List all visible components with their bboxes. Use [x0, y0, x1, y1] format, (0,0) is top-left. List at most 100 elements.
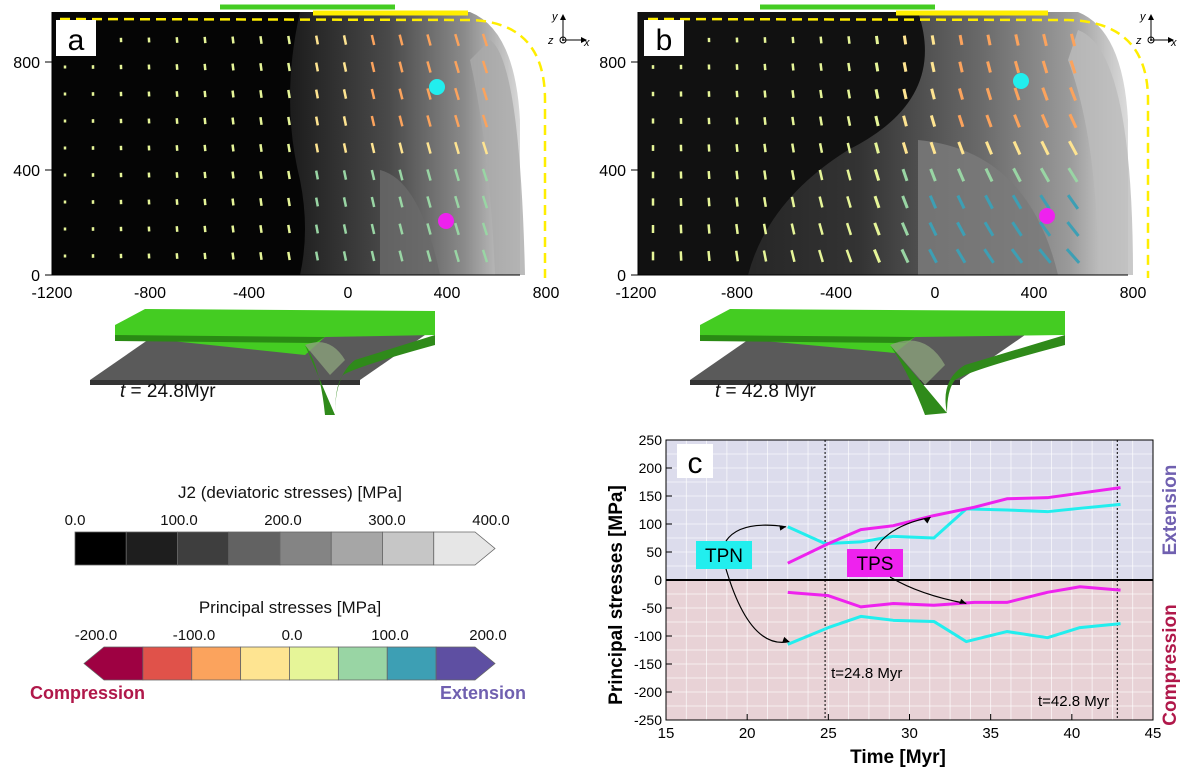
- stress-glyph: [231, 63, 235, 71]
- stress-glyph: [1041, 87, 1049, 101]
- stress-glyph: [874, 89, 880, 99]
- stress-glyph: [735, 223, 739, 235]
- x-tick-a-5: 800: [533, 285, 560, 300]
- stress-glyph: [930, 61, 936, 73]
- tpn-marker-b: [1013, 73, 1029, 89]
- colorbar-swatch: [330, 531, 383, 566]
- stress-glyph: [259, 63, 263, 71]
- panel-letter-box-b: [644, 20, 684, 56]
- x-tick-b-2: -400: [820, 285, 852, 300]
- y-tick-label: 250: [639, 432, 663, 448]
- j2-colorbar-title: J2 (deviatoric stresses) [MPa]: [178, 483, 402, 502]
- panel-b-map: 800 400 0 -1200 -800 -400 0 400 800 b y …: [588, 0, 1182, 302]
- annotation-arrow: [725, 524, 787, 542]
- stress-glyph: [818, 142, 824, 154]
- stress-glyph: [762, 250, 768, 262]
- stress-glyph: [231, 90, 235, 98]
- stress-glyph: [426, 196, 432, 208]
- stress-glyph: [454, 195, 460, 209]
- j2-tick-1: 100.0: [160, 512, 198, 529]
- x-tick-label: 20: [739, 725, 756, 742]
- stress-glyph: [370, 88, 376, 100]
- stress-glyph: [930, 35, 936, 45]
- x-tick-a-1: -800: [134, 285, 166, 300]
- ps-colorbar: [83, 646, 496, 681]
- stress-glyph: [734, 250, 740, 262]
- stress-glyph: [231, 36, 235, 44]
- x-tick-a-2: -400: [233, 285, 265, 300]
- stress-glyph: [763, 170, 767, 180]
- stress-glyph: [454, 168, 460, 182]
- y-tick-label: -150: [634, 656, 662, 672]
- stress-glyph: [342, 197, 348, 207]
- stress-glyph: [900, 222, 910, 236]
- stress-glyph: [902, 115, 908, 127]
- time-label-b: t = 42.8 Myr: [715, 381, 816, 402]
- stress-glyph: [342, 62, 348, 72]
- stress-glyph: [370, 223, 376, 235]
- stress-glyph: [1038, 221, 1052, 237]
- tps-marker-a: [438, 213, 454, 229]
- axes-orientation-icon-b: y z x: [1135, 11, 1177, 49]
- j2-colorbar: [74, 531, 496, 566]
- stress-glyph: [818, 169, 824, 181]
- stress-glyph: [231, 225, 235, 233]
- annotation-tps: TPS: [857, 554, 894, 575]
- x-tick-label: 40: [1063, 725, 1080, 742]
- stress-glyph: [398, 196, 404, 208]
- stress-glyph: [314, 170, 320, 180]
- stress-glyph: [817, 249, 825, 263]
- stress-glyph: [818, 116, 824, 126]
- stress-glyph: [707, 197, 711, 207]
- annotation-arrow: [889, 576, 967, 605]
- panel-a-map: 800 400 0 -1200 -800 -400 0 400 800 a y …: [0, 0, 590, 302]
- stress-glyph: [370, 169, 376, 181]
- y-tick-label: -100: [634, 628, 662, 644]
- stress-glyph: [762, 196, 768, 208]
- stress-glyph: [819, 63, 823, 71]
- stress-glyph: [203, 63, 207, 71]
- x-tick-b-1: -800: [721, 285, 753, 300]
- stress-glyph: [314, 251, 320, 261]
- stress-glyph: [203, 252, 207, 260]
- stress-glyph: [845, 249, 853, 263]
- stress-glyph: [790, 196, 796, 208]
- stress-glyph: [1012, 167, 1022, 183]
- stress-glyph: [231, 171, 235, 179]
- stress-glyph: [763, 117, 767, 125]
- stress-glyph: [259, 36, 263, 44]
- ps-tick-4: 200.0: [469, 627, 507, 644]
- x-tick-a-3: 0: [344, 285, 353, 300]
- time-marker-label: t=24.8 Myr: [831, 665, 902, 682]
- stress-glyph: [791, 63, 795, 71]
- panel-b-svg: 800 400 0 -1200 -800 -400 0 400 800 b y …: [599, 4, 1177, 302]
- y-tick-label: 0: [654, 572, 662, 588]
- series-line-tpn-extension: [787, 502, 1121, 546]
- stress-glyph: [454, 114, 460, 128]
- mid-region-a: [380, 170, 440, 275]
- stress-glyph: [426, 223, 432, 235]
- stress-glyph: [398, 169, 404, 181]
- stress-glyph: [481, 195, 489, 209]
- colorbar-swatch: [74, 531, 127, 566]
- y-tick-b-0: 0: [617, 268, 626, 285]
- stress-glyph: [1069, 86, 1077, 102]
- stress-glyph: [426, 88, 432, 100]
- stress-glyph: [203, 90, 207, 98]
- stress-glyph: [481, 114, 489, 128]
- stress-glyph: [398, 250, 404, 262]
- y-tick-b-800: 800: [599, 55, 626, 72]
- stress-glyph: [847, 62, 851, 72]
- stress-glyph: [259, 252, 263, 260]
- svg-text:z: z: [547, 35, 554, 47]
- stress-glyph: [342, 89, 348, 99]
- stress-glyph: [203, 117, 207, 125]
- annotation-arrow: [725, 568, 790, 643]
- stress-glyph: [314, 116, 320, 126]
- stress-glyph: [818, 222, 824, 236]
- dark-region-b: [638, 12, 925, 275]
- stress-glyph: [902, 62, 908, 72]
- stress-glyph: [454, 33, 460, 47]
- stress-glyph: [481, 60, 489, 74]
- colorbar-swatch: [382, 531, 435, 566]
